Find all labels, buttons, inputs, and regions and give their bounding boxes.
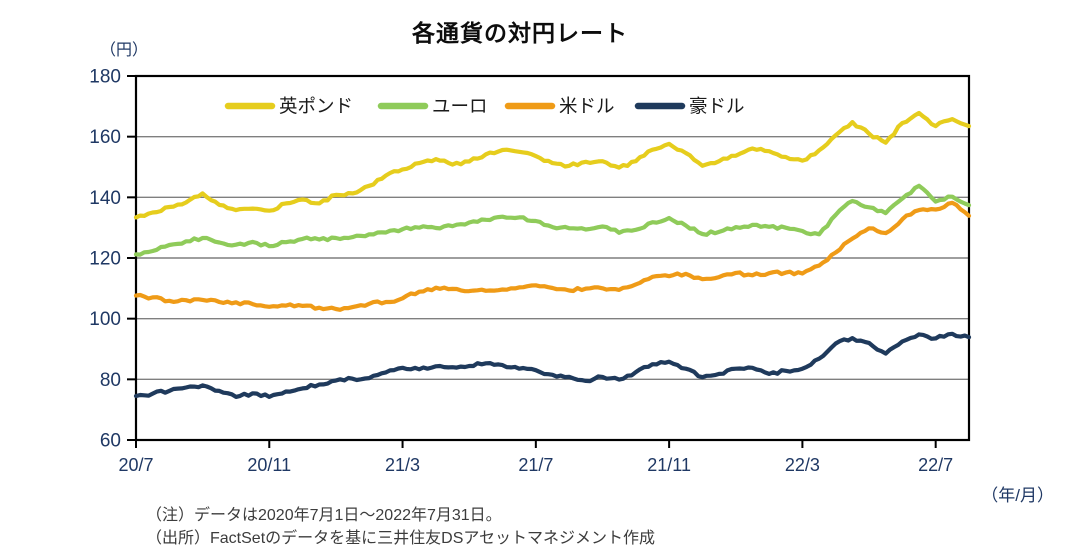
y-axis-unit-label: （円）: [100, 42, 149, 59]
footnote-source: （出所）FactSetのデータを基に三井住友DSアセットマネジメント作成: [146, 530, 656, 547]
y-tick-label: 120: [89, 249, 121, 270]
y-tick-label: 80: [100, 370, 121, 391]
y-tick-label: 140: [89, 188, 121, 209]
x-tick-label: 21/7: [518, 455, 553, 475]
series-line-aud: [133, 331, 972, 399]
series-line-usd: [133, 200, 972, 312]
x-tick-label: 20/7: [118, 455, 153, 475]
y-tick-label: 160: [89, 127, 121, 148]
legend-label-gbp: 英ポンド: [279, 96, 353, 117]
y-tick-label: 180: [89, 67, 121, 88]
y-tick-label: 60: [100, 431, 121, 452]
series-line-gbp: [133, 110, 972, 220]
footnotes: （注）データは2020年7月1日～2022年7月31日。 （出所）FactSet…: [146, 504, 655, 550]
x-tick-label: 21/11: [647, 455, 691, 475]
x-tick-label: 20/11: [247, 455, 291, 475]
legend-label-eur: ユーロ: [432, 96, 488, 117]
x-tick-label: 21/3: [385, 455, 420, 475]
legend-label-usd: 米ドル: [559, 96, 615, 117]
x-axis-unit-label: （年/月）: [981, 486, 1054, 505]
legend-label-aud: 豪ドル: [689, 96, 745, 117]
y-tick-label: 100: [89, 309, 121, 330]
x-tick-label: 22/3: [785, 455, 820, 475]
x-tick-label: 22/7: [918, 455, 953, 475]
footnote-data-range: （注）データは2020年7月1日～2022年7月31日。: [146, 507, 502, 524]
series-line-eur: [133, 183, 972, 257]
chart-title: 各通貨の対円レート: [412, 20, 628, 46]
